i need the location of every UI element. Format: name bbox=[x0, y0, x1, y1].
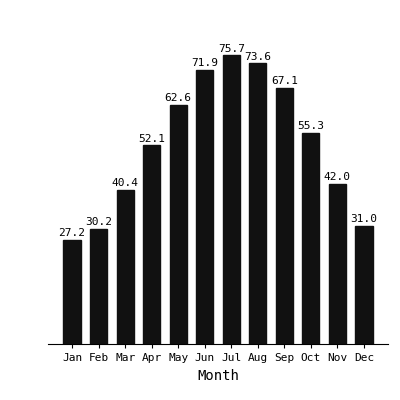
Text: 30.2: 30.2 bbox=[85, 217, 112, 227]
Bar bbox=[329, 184, 346, 344]
Bar bbox=[143, 146, 160, 344]
Text: 42.0: 42.0 bbox=[324, 172, 351, 182]
Bar bbox=[196, 70, 213, 344]
Text: 55.3: 55.3 bbox=[297, 121, 324, 131]
Text: 62.6: 62.6 bbox=[165, 94, 192, 104]
Bar bbox=[223, 56, 240, 344]
Bar bbox=[276, 88, 293, 344]
Bar bbox=[355, 226, 372, 344]
Bar bbox=[116, 190, 134, 344]
Text: 52.1: 52.1 bbox=[138, 134, 165, 144]
Text: 73.6: 73.6 bbox=[244, 52, 271, 62]
Bar bbox=[170, 105, 187, 344]
Text: 67.1: 67.1 bbox=[271, 76, 298, 86]
Bar bbox=[90, 229, 107, 344]
Text: 31.0: 31.0 bbox=[350, 214, 378, 224]
Text: 75.7: 75.7 bbox=[218, 44, 245, 54]
Text: 27.2: 27.2 bbox=[58, 228, 86, 238]
Bar bbox=[249, 64, 266, 344]
Text: 71.9: 71.9 bbox=[191, 58, 218, 68]
Text: 40.4: 40.4 bbox=[112, 178, 139, 188]
X-axis label: Month: Month bbox=[197, 368, 239, 382]
Bar bbox=[64, 240, 81, 344]
Bar bbox=[302, 133, 320, 344]
